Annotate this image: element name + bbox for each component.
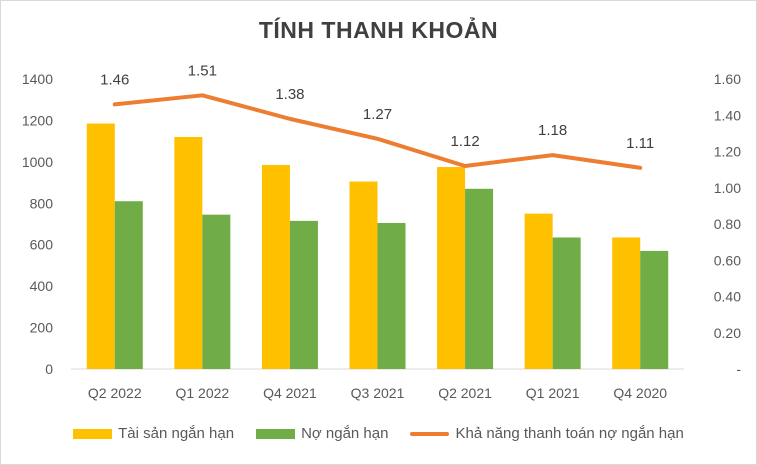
data-label-current-ratio: 1.38: [275, 86, 304, 103]
y-left-tick-label: 800: [30, 195, 54, 211]
x-tick-label: Q1 2021: [526, 385, 580, 401]
y-left-tick-label: 600: [30, 237, 54, 253]
bar-current-liabilities: [289, 220, 318, 369]
x-tick-label: Q2 2022: [88, 385, 142, 401]
data-label-current-ratio: 1.51: [188, 62, 217, 79]
y-left-tick-label: 400: [30, 278, 54, 294]
legend-item-current-ratio: Khả năng thanh toán nợ ngắn hạn: [410, 425, 684, 442]
y-left-tick-label: 1200: [22, 112, 53, 128]
y-right-tick-label: 1.00: [714, 180, 741, 196]
y-left-tick-label: 1400: [22, 71, 53, 87]
legend-label-current-assets: Tài sản ngắn hạn: [118, 425, 235, 442]
bar-current-assets: [86, 123, 115, 370]
chart-title: TÍNH THANH KHOẢN: [258, 17, 499, 43]
x-tick-label: Q4 2020: [613, 385, 667, 401]
legend-swatch-current-ratio: [410, 431, 450, 436]
legend-item-current-liabilities: Nợ ngắn hạn: [256, 425, 388, 442]
y-right-tick-label: 1.20: [714, 144, 741, 160]
y-left-tick-label: 0: [45, 361, 53, 377]
line-current-ratio: [112, 93, 643, 170]
bar-current-assets: [524, 213, 553, 369]
x-tick-label: Q3 2021: [351, 385, 405, 401]
bar-current-assets: [174, 137, 203, 369]
legend-swatch-current-assets: [73, 428, 113, 439]
y-left-tick-label: 1000: [22, 154, 53, 170]
y-right-tick-label: 0.80: [714, 216, 741, 232]
bar-current-liabilities: [465, 188, 494, 369]
bar-current-assets: [437, 167, 466, 369]
bar-current-liabilities: [377, 222, 406, 369]
bar-current-liabilities: [640, 250, 669, 369]
ratio-line: [112, 93, 643, 170]
legend-label-current-ratio: Khả năng thanh toán nợ ngắn hạn: [455, 425, 684, 442]
axes: 0 200 400 600 800 1000 1200 1400 - 0.20 0.40 0.60 0.…: [22, 71, 741, 401]
x-tick-label: Q4 2021: [263, 385, 317, 401]
y-left-tick-label: 200: [30, 320, 54, 336]
data-label-current-ratio: 1.11: [626, 135, 654, 152]
legend-label-current-liabilities: Nợ ngắn hạn: [301, 425, 389, 442]
bar-current-assets: [261, 164, 290, 369]
x-tick-label: Q1 2022: [175, 385, 229, 401]
legend-item-current-assets: Tài sản ngắn hạn: [73, 425, 234, 442]
bar-current-liabilities: [202, 214, 231, 369]
y-right-tick-label: 0.60: [714, 252, 741, 268]
bars: [86, 123, 669, 370]
bar-current-liabilities: [114, 201, 143, 369]
bar-current-assets: [612, 237, 641, 369]
data-label-current-ratio: 1.18: [538, 122, 567, 139]
data-label-current-ratio: 1.46: [100, 71, 129, 88]
data-label-current-ratio: 1.12: [450, 133, 479, 150]
y-right-tick-label: 0.40: [714, 289, 741, 305]
bar-current-liabilities: [552, 237, 581, 369]
bar-current-assets: [349, 181, 378, 369]
legend-swatch-current-liabilities: [256, 428, 296, 439]
legend: Tài sản ngắn hạn Nợ ngắn hạn Khả năng th…: [1, 425, 756, 442]
chart-plot: 0 200 400 600 800 1000 1200 1400 - 0.20 0.40 0.60 0.…: [22, 62, 741, 401]
y-right-tick-label: 1.40: [714, 107, 741, 123]
data-label-current-ratio: 1.27: [363, 106, 392, 123]
y-right-tick-label: -: [736, 361, 741, 377]
data-labels: 1.46 1.51 1.38 1.27 1.12 1.18 1.11: [100, 62, 654, 152]
y-right-tick-label: 1.60: [714, 71, 741, 87]
x-tick-label: Q2 2021: [438, 385, 492, 401]
y-right-tick-label: 0.20: [714, 325, 741, 341]
